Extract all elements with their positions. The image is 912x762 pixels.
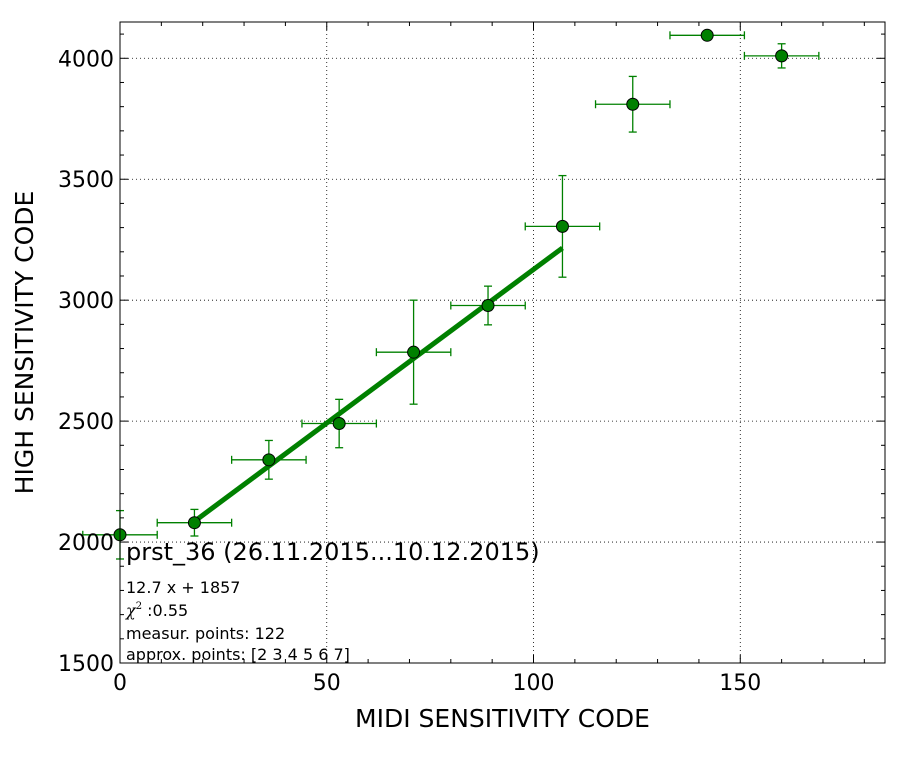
chi-value: :0.55 [142, 601, 188, 620]
fit-line [192, 245, 564, 524]
approximated-points: approx. points: [2 3 4 5 6 7] [126, 645, 350, 664]
data-point [375, 299, 452, 405]
fit-equation: 12.7 x + 1857 [126, 578, 240, 597]
data-points [82, 28, 820, 560]
y-tick-label: 3500 [58, 168, 114, 193]
point-marker [262, 453, 276, 467]
annotation-title: prst_36 (26.11.2015...10.12.2015) [126, 538, 540, 566]
y-tick-label: 1500 [58, 652, 114, 677]
data-point [230, 439, 307, 480]
x-tick-label: 150 [719, 671, 761, 696]
point-marker [775, 49, 789, 63]
point-marker [700, 28, 714, 42]
y-tick-label: 3000 [58, 289, 114, 314]
fit-line-group [192, 245, 564, 524]
plot-frame [119, 21, 886, 664]
measured-points-count: measur. points: 122 [126, 624, 285, 643]
x-tick-label: 50 [313, 671, 341, 696]
annotation-box: prst_36 (26.11.2015...10.12.2015) 12.7 x… [125, 538, 540, 664]
x-tick-label: 0 [113, 671, 127, 696]
y-tick-label: 4000 [58, 47, 114, 72]
data-point [524, 174, 601, 278]
data-point [301, 398, 378, 449]
chi-square: χ2 :0.55 [125, 601, 188, 620]
data-point [594, 75, 671, 133]
grid-lines [119, 22, 885, 663]
point-marker [187, 516, 201, 530]
axis-ticks: 0 50 100 150 1500 2000 2500 3000 3500 4000 [58, 22, 885, 696]
data-point [156, 508, 233, 537]
data-point [450, 285, 526, 326]
data-point [743, 43, 820, 69]
data-point [669, 28, 746, 42]
x-axis-label: MIDI SENSITIVITY CODE [355, 704, 650, 733]
point-marker [407, 345, 421, 359]
y-tick-label: 2500 [58, 410, 114, 435]
y-axis-label: HIGH SENSITIVITY CODE [10, 191, 39, 495]
point-marker [555, 219, 569, 233]
point-marker [626, 97, 640, 111]
point-marker [481, 298, 495, 312]
chi-symbol: χ [125, 601, 137, 620]
chi-exponent: 2 [136, 601, 142, 612]
y-tick-label: 2000 [58, 531, 114, 556]
point-marker [332, 417, 346, 431]
x-tick-label: 100 [513, 671, 555, 696]
